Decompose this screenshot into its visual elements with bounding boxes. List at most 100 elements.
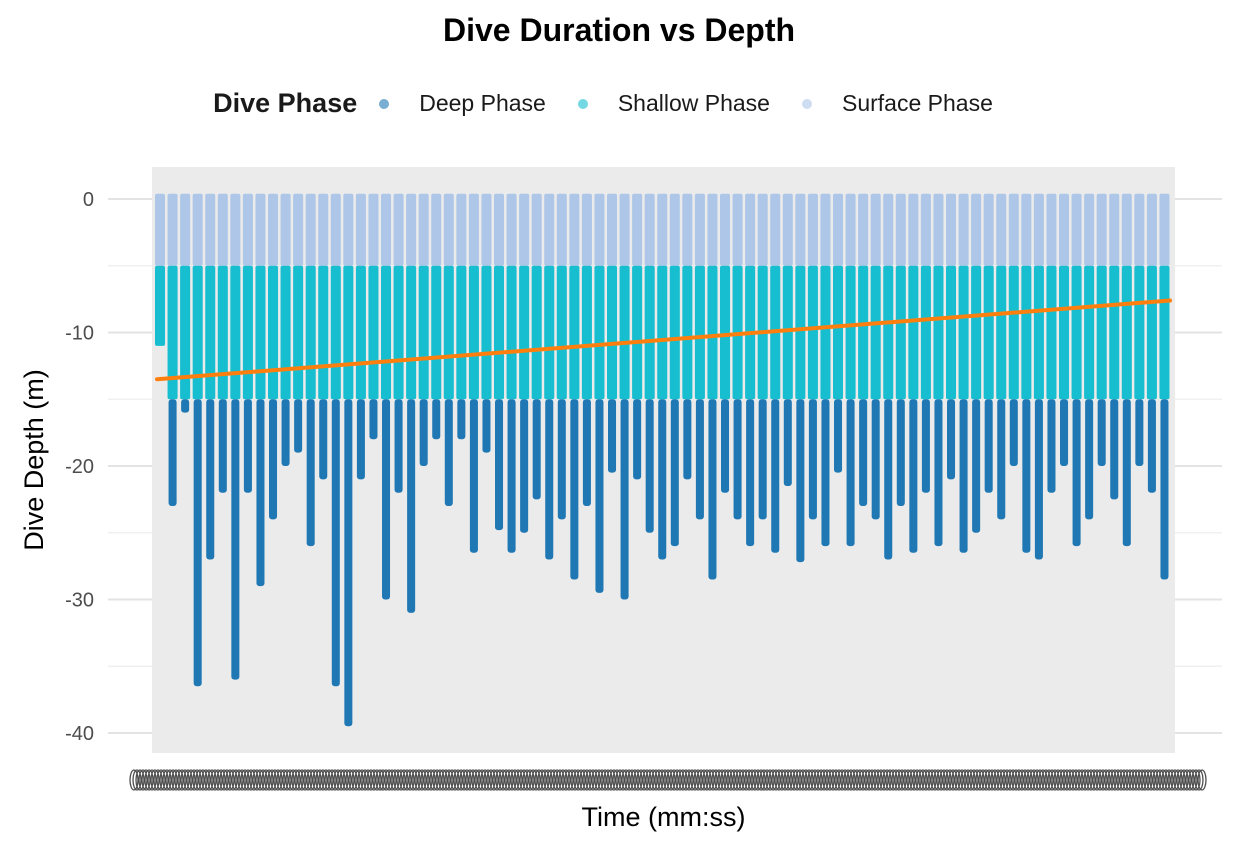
deep-phase-band xyxy=(1009,399,1018,467)
surface-phase-band xyxy=(870,193,881,266)
x-tick-label xyxy=(756,769,766,791)
shallow-phase-band xyxy=(594,265,605,400)
shallow-phase-band xyxy=(694,265,705,400)
surface-phase-band xyxy=(368,193,379,266)
x-tick-label xyxy=(603,769,613,791)
x-tick-label xyxy=(759,769,769,791)
shallow-phase-band xyxy=(946,265,957,400)
x-tick-label xyxy=(585,769,595,791)
x-tick-label xyxy=(912,769,922,791)
x-tick-label xyxy=(894,769,904,791)
x-tick-label xyxy=(573,769,583,791)
x-tick-label xyxy=(390,769,400,791)
x-tick-label xyxy=(276,769,286,791)
x-tick-label xyxy=(615,769,625,791)
x-tick-label xyxy=(1149,769,1159,791)
shallow-phase-band xyxy=(343,265,354,400)
shallow-phase-band xyxy=(255,265,266,400)
shallow-phase-band xyxy=(1033,265,1044,400)
deep-phase-band xyxy=(1147,399,1156,493)
deep-phase-band xyxy=(947,399,956,480)
x-tick-label xyxy=(1179,769,1189,791)
deep-phase-band xyxy=(595,399,604,593)
x-tick-label xyxy=(789,769,799,791)
x-tick-label xyxy=(741,769,751,791)
deep-phase-band xyxy=(934,399,943,547)
x-tick-label xyxy=(873,769,883,791)
shallow-phase-band xyxy=(180,265,191,400)
surface-phase-band xyxy=(406,193,417,266)
x-tick-label xyxy=(825,769,835,791)
surface-phase-band xyxy=(556,193,567,266)
x-tick-label xyxy=(636,769,646,791)
deep-phase-band xyxy=(972,399,981,533)
shallow-phase-band xyxy=(519,265,530,400)
surface-phase-band xyxy=(720,193,731,266)
x-tick-label xyxy=(543,769,553,791)
x-tick-label xyxy=(1065,769,1075,791)
x-tick-label xyxy=(1047,769,1057,791)
x-tick-label xyxy=(396,769,406,791)
x-tick-label xyxy=(729,769,739,791)
surface-phase-band xyxy=(255,193,266,266)
deep-phase-band xyxy=(570,399,579,580)
x-tick-label xyxy=(414,769,424,791)
x-tick-label xyxy=(699,769,709,791)
x-tick-label xyxy=(1062,769,1072,791)
surface-phase-band xyxy=(330,193,341,266)
surface-phase-band xyxy=(1071,193,1082,266)
surface-phase-band xyxy=(594,193,605,266)
shallow-phase-band xyxy=(468,265,479,400)
shallow-phase-band xyxy=(393,265,404,400)
x-tick-label xyxy=(726,769,736,791)
shallow-phase-band xyxy=(619,265,630,400)
x-tick-label xyxy=(465,769,475,791)
x-tick-label xyxy=(1044,769,1054,791)
shallow-phase-band xyxy=(1021,265,1032,400)
surface-phase-band xyxy=(996,193,1007,266)
legend-label-deep: Deep Phase xyxy=(419,90,546,116)
x-tick-label xyxy=(1131,769,1141,791)
deep-phase-band xyxy=(582,399,591,507)
x-tick-label xyxy=(474,769,484,791)
deep-phase-band xyxy=(721,399,730,493)
shallow-phase-band xyxy=(506,265,517,400)
x-tick-label xyxy=(645,769,655,791)
x-tick-label xyxy=(1185,769,1195,791)
x-tick-label xyxy=(762,769,772,791)
deep-phase-band xyxy=(294,399,303,453)
surface-phase-band xyxy=(958,193,969,266)
x-tick-label xyxy=(1071,769,1081,791)
shallow-phase-band xyxy=(933,265,944,400)
surface-phase-band xyxy=(644,193,655,266)
deep-phase-band xyxy=(771,399,780,553)
x-tick-label xyxy=(186,769,196,791)
x-tick-label xyxy=(504,769,514,791)
x-tick-label xyxy=(192,769,202,791)
x-tick-label xyxy=(417,769,427,791)
shallow-phase-band xyxy=(996,265,1007,400)
deep-phase-band xyxy=(181,399,190,413)
x-tick-label xyxy=(552,769,562,791)
x-tick-label xyxy=(249,769,259,791)
x-tick-label xyxy=(201,769,211,791)
legend-title: Dive Phase xyxy=(213,88,358,118)
x-tick-label xyxy=(387,769,397,791)
surface-phase-band xyxy=(1146,193,1157,266)
x-tick-label xyxy=(1089,769,1099,791)
x-tick-label xyxy=(618,769,628,791)
shallow-phase-band xyxy=(883,265,894,400)
deep-phase-band xyxy=(695,399,704,520)
x-tick-label xyxy=(1038,769,1048,791)
x-tick-label xyxy=(510,769,520,791)
x-tick-label xyxy=(960,769,970,791)
x-tick-label xyxy=(594,769,604,791)
deep-phase-band xyxy=(1135,399,1144,467)
x-tick-label xyxy=(705,769,715,791)
x-tick-label xyxy=(531,769,541,791)
x-tick-label xyxy=(369,769,379,791)
x-tick-label xyxy=(150,769,160,791)
x-tick-label xyxy=(834,769,844,791)
x-tick-label xyxy=(147,769,157,791)
